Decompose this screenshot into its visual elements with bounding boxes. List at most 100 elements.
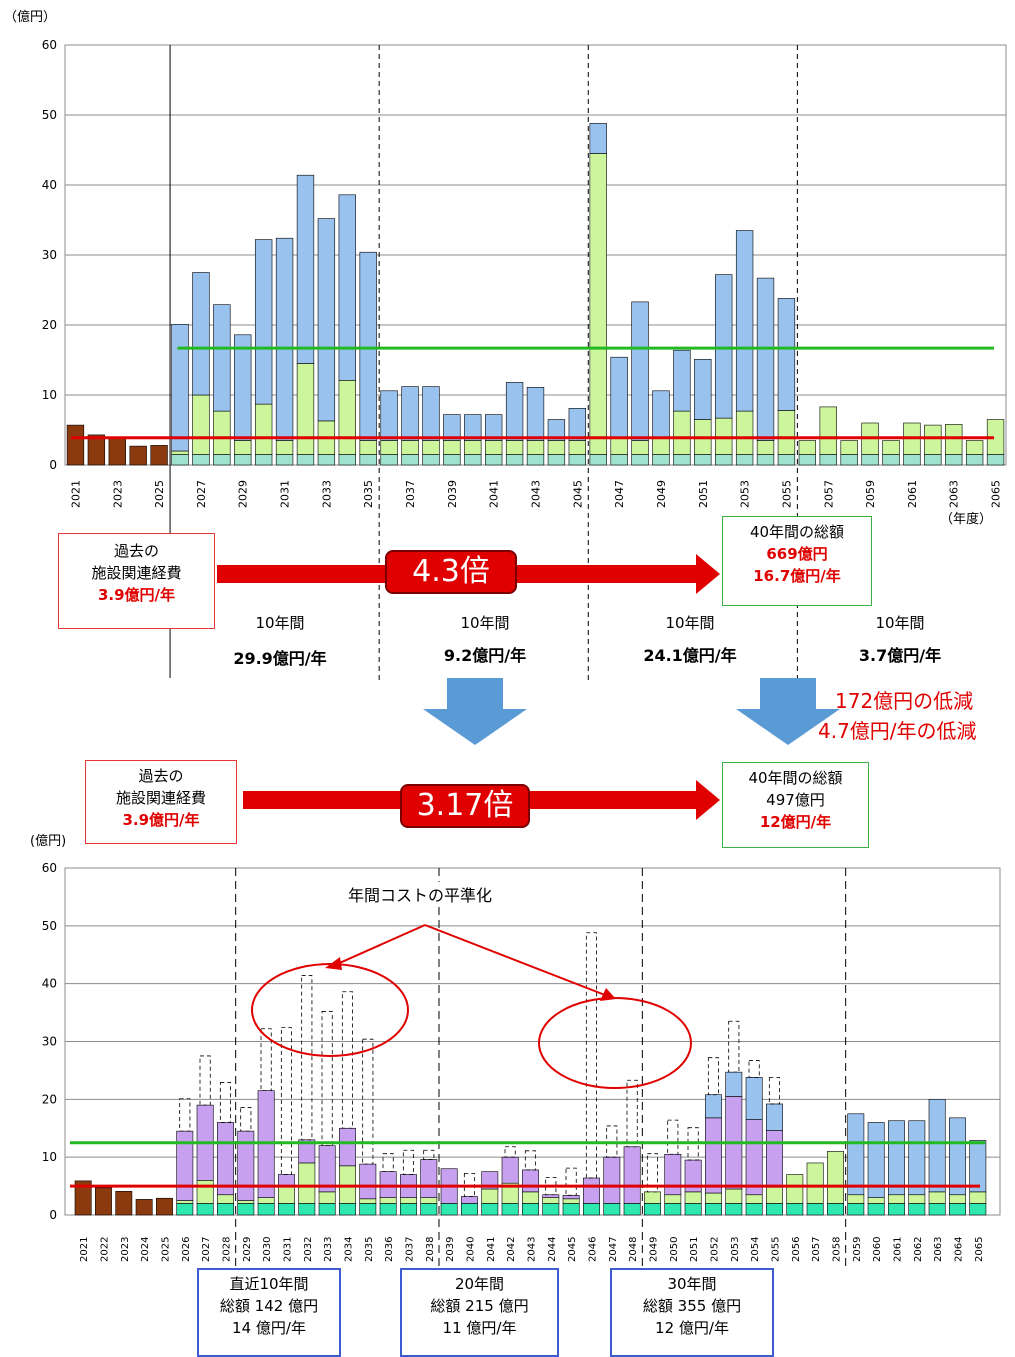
top-blue-segment	[234, 334, 252, 441]
bottom-green-segment	[908, 1194, 926, 1204]
bottom-y-tick-label: 10	[42, 1150, 57, 1164]
top-green-segment	[735, 410, 754, 455]
down-arrow-right-shaft	[760, 678, 816, 709]
bottom-teal-segment	[949, 1203, 966, 1216]
bottom-previous-total-outline	[565, 1167, 577, 1196]
bottom-green-segment	[725, 1188, 743, 1204]
bottom-x-tick-label: 2060	[872, 1237, 883, 1262]
top-green-segment	[526, 440, 545, 455]
bottom-teal-segment	[888, 1203, 905, 1216]
top-x-tick-label: 2029	[237, 480, 250, 508]
bottom-purple-segment	[176, 1130, 194, 1201]
bottom-teal-segment	[359, 1203, 377, 1216]
bottom-x-tick-label: 2043	[526, 1237, 537, 1262]
top-green-segment	[234, 440, 252, 455]
top-base-segment	[652, 454, 670, 466]
top-x-tick-label: 2053	[739, 480, 752, 508]
bottom-past-bar	[95, 1187, 112, 1216]
top-base-segment	[965, 454, 984, 466]
bottom-x-tick-label: 2045	[567, 1237, 578, 1262]
mid-total-box: 40年間の総額 497億円 12億円/年	[722, 762, 869, 848]
top-past-bar	[150, 445, 168, 466]
bottom-x-tick-label: 2053	[730, 1237, 741, 1262]
top-total-box: 40年間の総額 669億円 16.7億円/年	[722, 516, 872, 606]
bottom-x-tick-label: 2046	[587, 1237, 598, 1262]
top-blue-segment	[715, 274, 733, 419]
top-past-bar	[129, 445, 147, 466]
bottom-previous-total-outline	[768, 1076, 780, 1105]
top-y-tick-label: 30	[42, 248, 57, 262]
mid-past-cost-box: 過去の 施設関連経費 3.9億円/年	[85, 760, 237, 844]
bottom-x-tick-label: 2059	[852, 1237, 863, 1262]
top-y-tick-label: 50	[42, 108, 57, 122]
top-green-segment	[652, 436, 670, 455]
bottom-teal-segment	[806, 1203, 824, 1216]
top-blue-segment	[254, 239, 273, 405]
bottom-x-tick-label: 2063	[933, 1237, 944, 1262]
bottom-x-tick-label: 2022	[99, 1237, 110, 1262]
top-y-tick-label: 40	[42, 178, 57, 192]
bottom-teal-segment	[847, 1203, 865, 1216]
total-box-line2: 669億円	[766, 545, 828, 563]
top-blue-segment	[526, 386, 545, 441]
bottom-green-segment	[847, 1194, 865, 1204]
bottom-x-tick-label: 2047	[608, 1237, 619, 1262]
bottom-x-tick-label: 2061	[892, 1237, 903, 1262]
bottom-x-tick-label: 2030	[262, 1237, 273, 1262]
bottom-teal-segment	[298, 1203, 316, 1216]
bottom-green-segment	[318, 1191, 336, 1204]
top-blue-segment	[505, 382, 524, 441]
bottom-green-segment	[400, 1197, 417, 1204]
bottom-green-segment	[542, 1197, 560, 1204]
top-blue-segment	[317, 218, 336, 422]
summary-20yr-line2: 総額 215 億円	[430, 1297, 529, 1315]
top-x-unit-label: （年度）	[940, 512, 993, 527]
bottom-teal-segment	[440, 1203, 458, 1216]
top-x-tick-label: 2057	[822, 480, 835, 508]
leveling-arrow-left	[334, 924, 426, 966]
bottom-previous-total-outline	[260, 1028, 272, 1092]
top-blue-segment	[631, 301, 649, 441]
mid-past-value: 3.9億円/年	[122, 811, 200, 829]
bottom-green-segment	[257, 1197, 275, 1204]
top-base-segment	[547, 454, 566, 466]
bottom-blue-segment	[928, 1099, 946, 1193]
bottom-x-tick-label: 2064	[953, 1237, 964, 1262]
summary-30yr-line1: 30年間	[667, 1275, 717, 1293]
top-past-cost-box: 過去の 施設関連経費 3.9億円/年	[58, 533, 215, 629]
bottom-purple-segment	[501, 1156, 519, 1184]
bottom-x-tick-label: 2024	[140, 1237, 151, 1262]
bottom-purple-segment	[278, 1174, 295, 1187]
bottom-green-segment	[278, 1185, 295, 1204]
top-green-segment	[275, 440, 294, 455]
bottom-purple-segment	[542, 1194, 560, 1198]
bottom-previous-total-outline	[362, 1038, 374, 1165]
top-green-segment	[631, 440, 649, 455]
mid-total-line3: 12億円/年	[759, 813, 832, 831]
top-green-segment	[485, 440, 503, 455]
period1-value: 29.9億円/年	[233, 649, 327, 668]
bottom-x-tick-label: 2052	[709, 1237, 720, 1262]
top-blue-segment	[401, 386, 419, 441]
top-blue-segment	[568, 407, 586, 441]
bottom-past-bar	[156, 1197, 173, 1216]
top-green-segment	[380, 440, 398, 455]
top-base-segment	[234, 454, 252, 466]
bottom-blue-segment	[725, 1071, 743, 1097]
summary-10yr-line1: 直近10年間	[229, 1275, 309, 1293]
bottom-x-tick-label: 2021	[79, 1237, 90, 1262]
bottom-teal-segment	[379, 1203, 397, 1216]
top-base-segment	[213, 454, 231, 466]
bottom-past-bar	[74, 1180, 92, 1216]
bottom-x-tick-label: 2032	[303, 1237, 314, 1262]
bottom-teal-segment	[583, 1203, 600, 1216]
bottom-teal-segment	[725, 1203, 743, 1216]
bottom-y-tick-label: 20	[42, 1092, 57, 1106]
period3-label: 10年間	[665, 614, 715, 632]
bottom-green-segment	[359, 1198, 377, 1204]
bottom-x-tick-label: 2051	[689, 1237, 700, 1262]
top-y-unit-label: （億円）	[4, 10, 57, 25]
top-base-segment	[777, 454, 796, 466]
top-green-segment	[464, 440, 482, 455]
top-base-segment	[589, 454, 607, 466]
